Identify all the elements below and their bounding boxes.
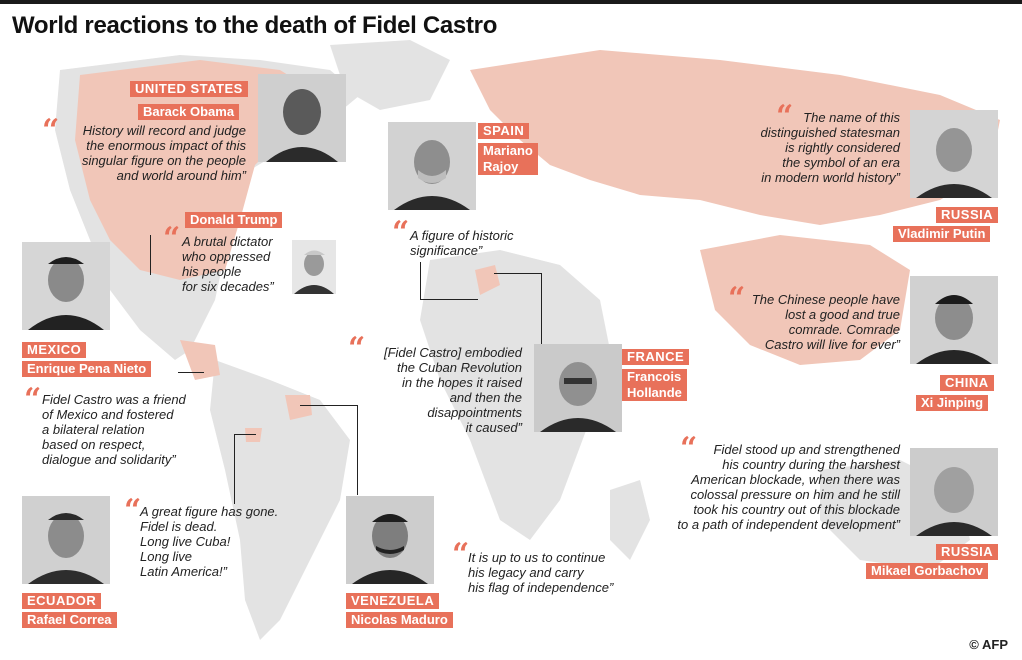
ecuador-country-tag: ECUADOR bbox=[22, 593, 102, 609]
page-title: World reactions to the death of Fidel Ca… bbox=[12, 12, 498, 39]
china-quote: The Chinese people have lost a good and … bbox=[751, 292, 900, 352]
xi-jinping-photo bbox=[910, 276, 998, 364]
venezuela-quote: It is up to us to continue his legacy an… bbox=[468, 550, 614, 595]
russia-putin-country-tag: RUSSIA bbox=[936, 207, 999, 223]
gorbachov-photo bbox=[910, 448, 998, 536]
mexico-quote: Fidel Castro was a friend of Mexico and … bbox=[42, 392, 186, 467]
gorbachov-quote-mark: “ bbox=[680, 431, 698, 466]
connector-france-v bbox=[541, 273, 542, 345]
france-quote-mark: “ bbox=[348, 331, 366, 366]
ecuador-quote-mark: “ bbox=[124, 493, 142, 528]
trump-photo bbox=[292, 240, 336, 294]
us-country-tag: UNITED STATES bbox=[130, 81, 248, 97]
venezuela-country-tag: VENEZUELA bbox=[346, 593, 440, 609]
rajoy-name-tag: Mariano Rajoy bbox=[478, 143, 538, 175]
gorbachov-quote: Fidel stood up and strengthened his coun… bbox=[677, 442, 900, 532]
russia-gorbachov-country-tag: RUSSIA bbox=[936, 544, 999, 560]
putin-quote: The name of this distinguished statesman… bbox=[760, 110, 900, 185]
top-rule bbox=[0, 0, 1022, 4]
connector-venezuela-h bbox=[300, 405, 358, 406]
maduro-name-tag: Nicolas Maduro bbox=[346, 612, 453, 628]
connector-mexico bbox=[178, 372, 204, 373]
obama-photo bbox=[258, 74, 346, 162]
china-country-tag: CHINA bbox=[940, 375, 994, 391]
connector-spain-v bbox=[420, 262, 421, 300]
mexico-country-tag: MEXICO bbox=[22, 342, 87, 358]
spain-country-tag: SPAIN bbox=[478, 123, 530, 139]
xi-jinping-name-tag: Xi Jinping bbox=[916, 395, 989, 411]
spain-quote-mark: “ bbox=[392, 215, 410, 250]
connector-spain-h bbox=[420, 299, 478, 300]
trump-quote: A brutal dictator who oppressed his peop… bbox=[182, 234, 274, 294]
putin-name-tag: Vladimir Putin bbox=[893, 226, 991, 242]
france-quote: [Fidel Castro] embodied the Cuban Revolu… bbox=[383, 345, 522, 435]
hollande-name-tag: Francois Hollande bbox=[622, 369, 687, 401]
hollande-photo bbox=[534, 344, 622, 432]
gorbachov-name-tag: Mikael Gorbachov bbox=[866, 563, 988, 579]
pena-nieto-photo bbox=[22, 242, 110, 330]
putin-photo bbox=[910, 110, 998, 198]
connector-venezuela-v bbox=[357, 405, 358, 495]
trump-quote-mark: “ bbox=[163, 221, 181, 256]
correa-photo bbox=[22, 496, 110, 584]
connector-trump bbox=[150, 235, 151, 275]
maduro-photo bbox=[346, 496, 434, 584]
trump-name-tag: Donald Trump bbox=[185, 212, 283, 228]
spain-quote: A figure of historic significance” bbox=[410, 228, 514, 258]
ecuador-quote: A great figure has gone. Fidel is dead. … bbox=[140, 504, 279, 579]
france-country-tag: FRANCE bbox=[622, 349, 690, 365]
correa-name-tag: Rafael Correa bbox=[22, 612, 117, 628]
connector-france-h bbox=[494, 273, 542, 274]
obama-quote-mark: “ bbox=[42, 113, 60, 148]
rajoy-photo bbox=[388, 122, 476, 210]
connector-ecuador-h bbox=[234, 434, 256, 435]
venezuela-quote-mark: “ bbox=[452, 537, 470, 572]
obama-name-tag: Barack Obama bbox=[138, 104, 240, 120]
putin-quote-mark: “ bbox=[776, 99, 794, 134]
pena-nieto-name-tag: Enrique Pena Nieto bbox=[22, 361, 152, 377]
mexico-quote-mark: “ bbox=[24, 382, 42, 417]
afp-credit: © AFP bbox=[969, 637, 1008, 652]
connector-ecuador-v bbox=[234, 434, 235, 504]
obama-quote: History will record and judge the enormo… bbox=[81, 123, 246, 183]
china-quote-mark: “ bbox=[728, 281, 746, 316]
